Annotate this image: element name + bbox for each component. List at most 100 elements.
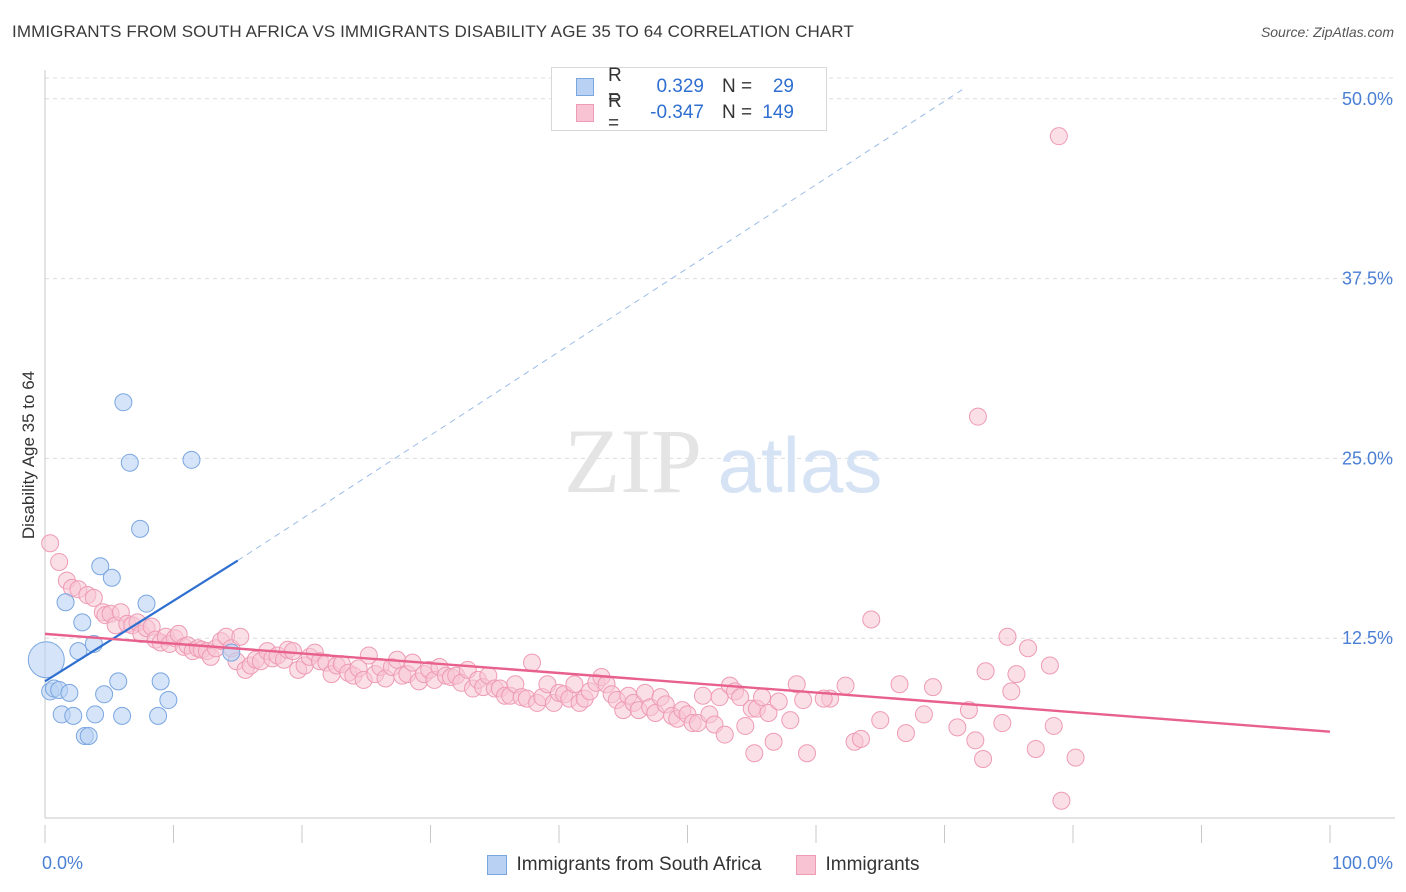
immigrants-point [1019, 639, 1038, 658]
immigrants-point [968, 407, 987, 426]
immigrants-point [1066, 748, 1085, 767]
immigrants-point [1007, 665, 1026, 684]
immigrants-point [41, 534, 60, 553]
x-tick-label: 100.0% [1332, 853, 1393, 873]
immigrants-point [966, 731, 985, 750]
x-tick-label: 0.0% [42, 853, 83, 873]
immigrants-point [896, 724, 915, 743]
south-africa-point [114, 393, 133, 412]
immigrants-point [890, 675, 909, 694]
legend-n-value: 149 [762, 102, 794, 123]
south-africa-point [102, 568, 121, 587]
immigrants-point [923, 678, 942, 697]
immigrants-trend-line [44, 632, 1331, 733]
immigrants-point [1026, 739, 1045, 758]
legend-r-value: -0.347 [650, 102, 704, 123]
immigrants-point [745, 744, 764, 763]
legend-swatch-pink [795, 855, 816, 875]
immigrants-point [1052, 791, 1071, 810]
south-africa-point [60, 683, 79, 702]
south-africa-point [159, 691, 178, 710]
south-africa-point [113, 706, 132, 725]
immigrants-point [759, 703, 778, 722]
south-africa-point [56, 593, 75, 612]
immigrants-point [959, 701, 978, 720]
immigrants-point [693, 686, 712, 705]
watermark: ZIP atlas [564, 410, 882, 512]
immigrants-point [862, 610, 881, 629]
south-africa-point [64, 706, 83, 725]
legend-swatch-blue [576, 78, 594, 96]
immigrants-point [948, 718, 967, 737]
legend-n-value: 29 [772, 76, 794, 97]
immigrants-point [976, 662, 995, 681]
legend-n-label: N = [722, 102, 753, 123]
trend-lines [44, 88, 1331, 733]
immigrants-point [715, 725, 734, 744]
legend-label: Immigrants [825, 854, 920, 875]
immigrants-point [998, 627, 1017, 646]
south-africa-point [149, 706, 168, 725]
immigrants-point [993, 714, 1012, 733]
immigrants-point [787, 675, 806, 694]
south-africa-point [131, 519, 150, 538]
chart-title: IMMIGRANTS FROM SOUTH AFRICA VS IMMIGRAN… [12, 22, 854, 41]
immigrants-point [914, 705, 933, 724]
legend-swatch-blue [486, 855, 507, 875]
watermark-zip: ZIP [564, 410, 702, 512]
south-africa-point [182, 450, 201, 469]
watermark-atlas: atlas [718, 421, 883, 509]
y-axis-label: Disability Age 35 to 64 [19, 371, 38, 539]
south-africa-point [79, 727, 98, 746]
south-africa-trend-extension [237, 88, 965, 561]
immigrants-point [1049, 127, 1068, 146]
immigrants-point [764, 732, 783, 751]
immigrants-point [769, 692, 788, 711]
south-africa-points [27, 393, 241, 746]
legend-row-south-africa: R = 0.329 N = 29 [576, 65, 794, 108]
legend-item-immigrants[interactable]: Immigrants [795, 852, 920, 878]
immigrants-point [781, 711, 800, 730]
immigrants-point [1044, 716, 1063, 735]
legend-swatch-pink [576, 104, 594, 122]
y-tick-label: 50.0% [1342, 89, 1393, 109]
legend-r-label: R = [608, 91, 622, 134]
immigrants-point [50, 552, 69, 571]
south-africa-point [27, 641, 65, 679]
immigrants-point [231, 627, 250, 646]
immigrants-points [41, 127, 1085, 810]
legend-label: Immigrants from South Africa [516, 854, 762, 875]
legend-item-south-africa[interactable]: Immigrants from South Africa [486, 852, 762, 878]
y-tick-label: 12.5% [1342, 628, 1393, 648]
immigrants-point [565, 675, 584, 694]
tick-labels: 12.5% 25.0% 37.5% 50.0% 0.0% 100.0% [42, 89, 1393, 873]
south-africa-trend-line [44, 559, 239, 683]
immigrants-point [84, 588, 103, 607]
legend-row-immigrants: R = -0.347 N = 149 [576, 91, 794, 134]
immigrants-point [798, 744, 817, 763]
immigrants-point [974, 750, 993, 769]
south-africa-point [86, 705, 105, 724]
immigrants-point [871, 711, 890, 730]
south-africa-point [151, 672, 170, 691]
immigrants-point [736, 716, 755, 735]
immigrants-point [731, 688, 750, 707]
south-africa-point [120, 453, 139, 472]
series-legend: Immigrants from South Africa Immigrants [0, 852, 1406, 878]
source-label: Source: ZipAtlas.com [1260, 24, 1394, 40]
immigrants-point [1040, 656, 1059, 675]
immigrants-point [523, 653, 542, 672]
legend-r-value: 0.329 [656, 76, 704, 97]
immigrants-point [836, 676, 855, 695]
stats-legend: R = 0.329 N = 29 R = -0.347 N = 149 [551, 65, 827, 134]
south-africa-point [73, 613, 92, 632]
south-africa-point [137, 594, 156, 613]
south-africa-point [109, 672, 128, 691]
immigrants-point [753, 688, 772, 707]
y-tick-label: 25.0% [1342, 448, 1393, 468]
legend-n-label: N = [722, 76, 753, 97]
south-africa-point [91, 557, 110, 576]
axes [44, 70, 1395, 843]
south-africa-point [95, 685, 114, 704]
